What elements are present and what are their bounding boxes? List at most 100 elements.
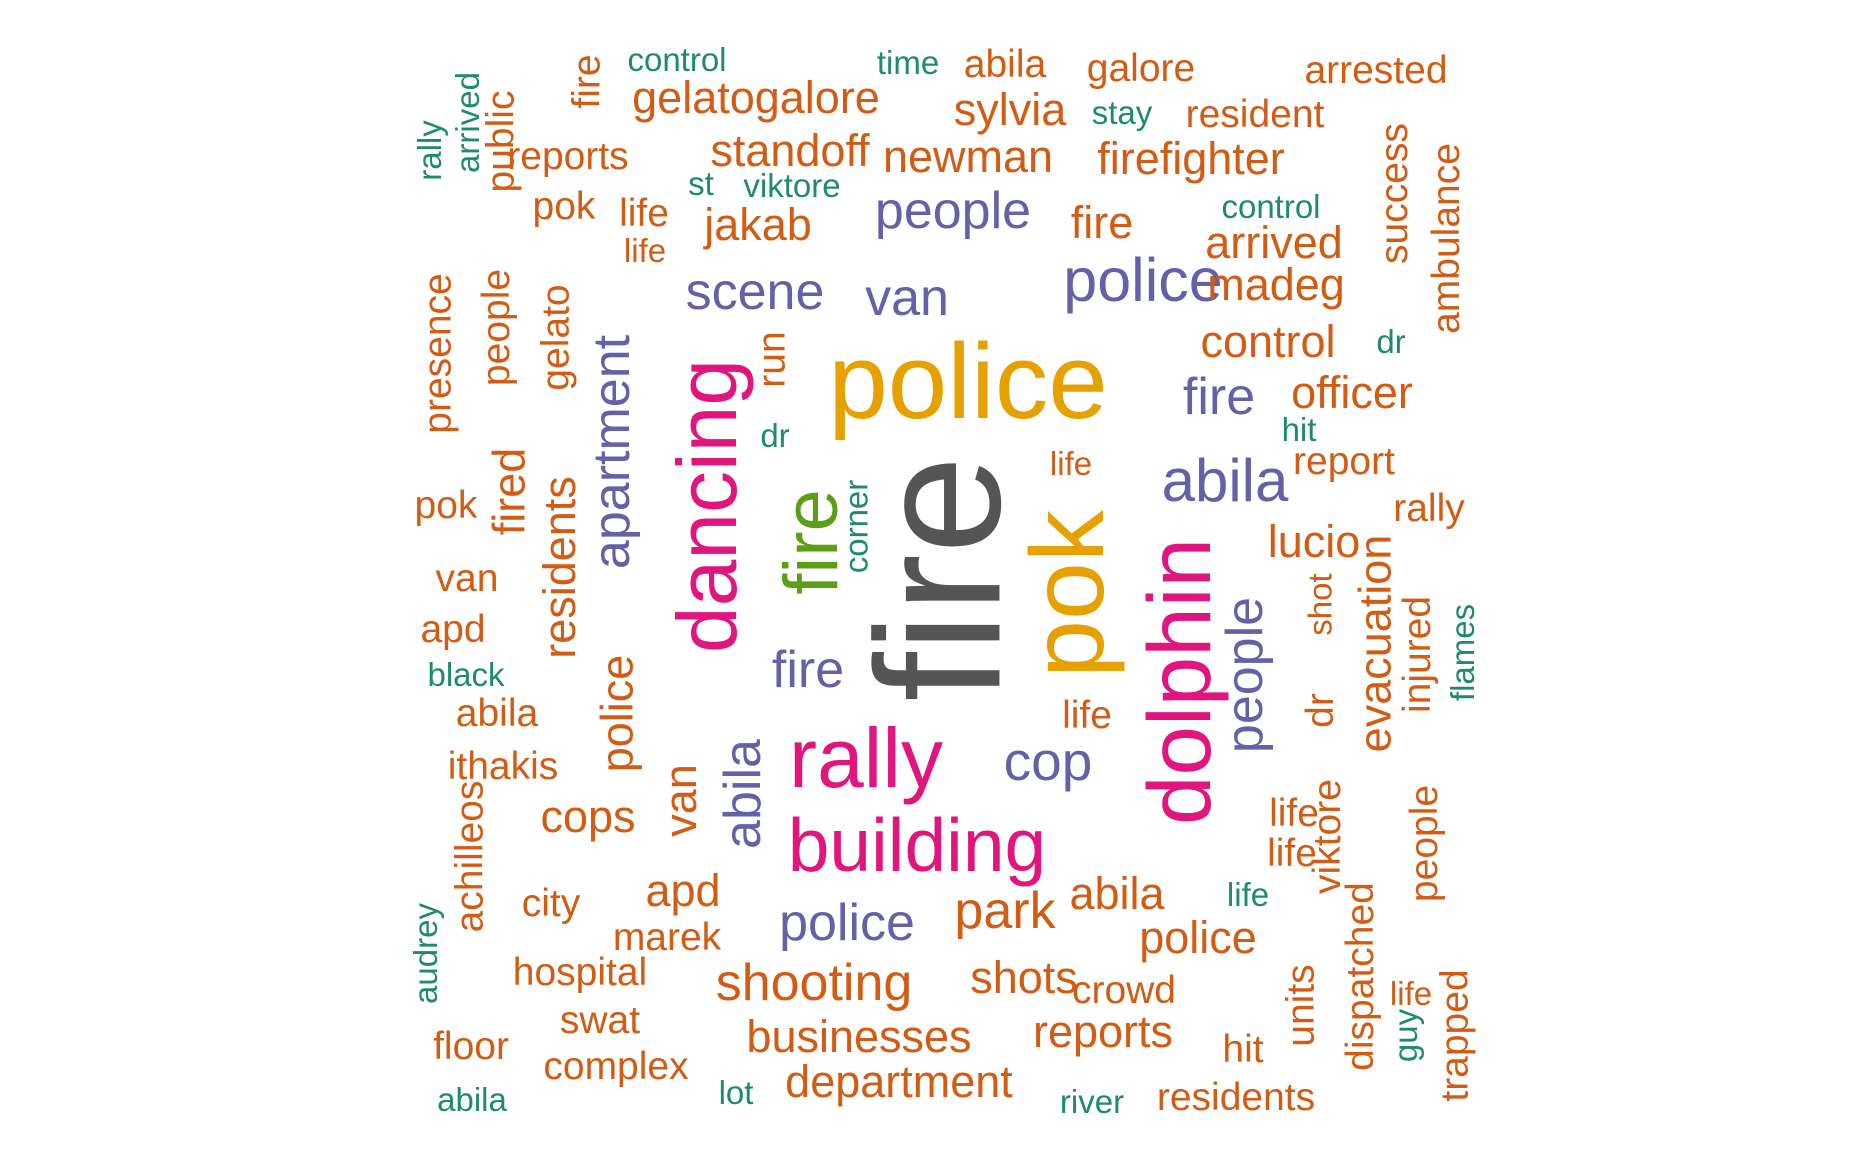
word: presence: [416, 272, 460, 434]
word: residents: [1156, 1075, 1316, 1119]
word: reports: [1032, 1005, 1174, 1057]
word: hit: [1222, 1027, 1264, 1071]
word: viktore: [743, 166, 841, 204]
word: crowd: [1071, 968, 1177, 1012]
word: van: [654, 763, 706, 837]
word: floor: [433, 1024, 509, 1068]
word-rally-large: rally: [788, 711, 943, 805]
word: abila: [963, 42, 1047, 86]
word: jakab: [704, 198, 812, 250]
word: park: [954, 882, 1056, 940]
word: gelato: [534, 283, 578, 391]
word: cops: [540, 790, 636, 842]
word-dancing: dancing: [660, 358, 754, 654]
word-abila-purple: abila: [1161, 447, 1289, 514]
word: arrived: [1205, 216, 1343, 268]
word: life: [1269, 791, 1319, 835]
word: corner: [837, 479, 875, 573]
word: life: [619, 191, 669, 235]
word-abila-purple: abila: [714, 739, 772, 849]
word: ambulance: [1424, 142, 1468, 334]
word: trapped: [1433, 968, 1477, 1102]
word: abila: [1069, 867, 1165, 919]
word: river: [1059, 1082, 1125, 1120]
word: run: [750, 330, 794, 388]
word: shot: [1301, 572, 1339, 636]
word-cop: cop: [1003, 729, 1093, 792]
word: newman: [882, 130, 1054, 182]
word: lot: [718, 1073, 754, 1111]
word: control: [627, 40, 727, 78]
word: apd: [420, 607, 486, 651]
word: pok: [414, 483, 478, 527]
word: life: [1226, 875, 1270, 913]
word: fire: [565, 53, 609, 109]
word: ithakis: [447, 744, 559, 788]
word: dr: [1298, 692, 1342, 728]
word: city: [521, 881, 581, 925]
word: arrested: [1304, 48, 1448, 92]
word: achilleos: [448, 780, 492, 932]
word: injured: [1396, 595, 1440, 713]
word: reports: [507, 134, 629, 178]
word: fire: [1070, 196, 1134, 248]
word: police: [1139, 911, 1257, 963]
word: apd: [645, 864, 721, 916]
word: abila: [455, 691, 539, 735]
word: people: [475, 268, 519, 386]
word-van-purple: van: [865, 269, 949, 327]
word: pok: [532, 184, 596, 228]
word: life: [1062, 693, 1112, 737]
word: black: [427, 655, 505, 693]
word: guy: [1387, 1008, 1425, 1062]
word: dispatched: [1338, 881, 1382, 1071]
word: control: [1221, 187, 1321, 225]
word: sylvia: [953, 83, 1067, 135]
word: evacuation: [1349, 534, 1401, 752]
word: swat: [559, 998, 641, 1042]
word: van: [435, 556, 499, 600]
word-apartment: apartment: [582, 334, 641, 570]
word: rally: [410, 119, 448, 181]
word: rally: [1393, 486, 1465, 530]
word: abila: [437, 1080, 507, 1118]
word-police-purple: police: [779, 894, 915, 952]
word: galore: [1086, 46, 1196, 90]
word: life: [1049, 444, 1093, 482]
word: flames: [1444, 603, 1482, 701]
word: firefighter: [1097, 132, 1285, 184]
word: complex: [543, 1044, 689, 1088]
word: gelatogalore: [632, 71, 880, 123]
word: stay: [1091, 93, 1153, 131]
word: life: [623, 231, 667, 269]
word-scene: scene: [685, 263, 825, 321]
word: lucio: [1267, 515, 1361, 567]
word-dolphin: dolphin: [1129, 537, 1230, 825]
word: audrey: [406, 902, 444, 1004]
word: control: [1200, 315, 1336, 367]
word: hit: [1281, 410, 1317, 448]
word: shots: [970, 951, 1078, 1003]
word: standoff: [710, 124, 870, 176]
word-building: building: [787, 802, 1047, 887]
word: officer: [1291, 366, 1413, 418]
word-pok-large: pok: [1010, 510, 1126, 678]
word: success: [1372, 122, 1416, 264]
word-people-purple: people: [1216, 596, 1274, 754]
word: life: [1267, 831, 1317, 875]
word: marek: [612, 915, 722, 959]
word-fire-large: fire: [839, 455, 1038, 701]
word: businesses: [746, 1010, 972, 1062]
word: st: [688, 164, 714, 202]
word: time: [876, 43, 940, 81]
word-fire-purple: fire: [1182, 368, 1256, 426]
word: units: [1279, 963, 1323, 1047]
word-police-purple: police: [1063, 245, 1223, 314]
word: resident: [1185, 92, 1325, 136]
word: dr: [1376, 322, 1406, 360]
word: report: [1293, 439, 1395, 483]
word: madeg: [1207, 258, 1345, 310]
word: people: [1403, 784, 1447, 902]
word: residents: [533, 475, 585, 659]
